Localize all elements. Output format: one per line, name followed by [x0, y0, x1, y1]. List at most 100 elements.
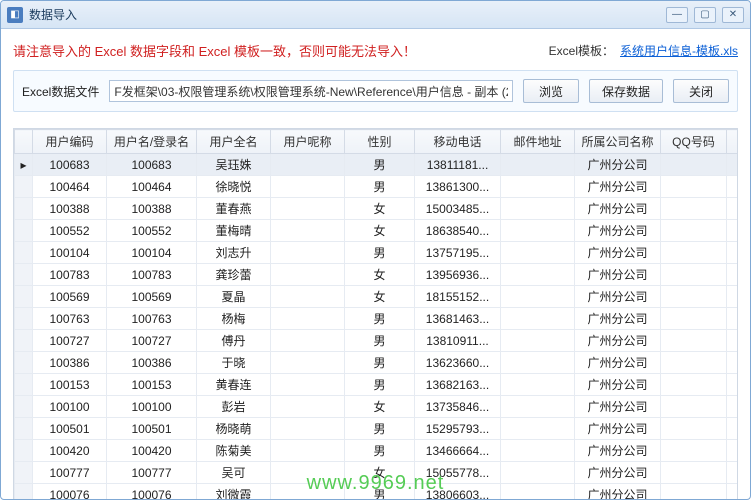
- table-row[interactable]: 100727100727傅丹男13810911...广州分公司: [15, 330, 738, 352]
- cell-code[interactable]: 100683: [33, 154, 107, 176]
- cell-name[interactable]: 夏晶: [197, 286, 271, 308]
- close-button[interactable]: 关闭: [673, 79, 729, 103]
- cell-qq[interactable]: [661, 154, 727, 176]
- cell-sex[interactable]: 男: [345, 330, 415, 352]
- cell-nick[interactable]: [271, 374, 345, 396]
- cell-mobile[interactable]: 15295793...: [415, 418, 501, 440]
- cell-company[interactable]: 广州分公司: [575, 396, 661, 418]
- col-header[interactable]: 用户名/登录名: [107, 130, 197, 154]
- table-row[interactable]: 100501100501杨晓萌男15295793...广州分公司: [15, 418, 738, 440]
- cell-qq[interactable]: [661, 330, 727, 352]
- cell-company[interactable]: 广州分公司: [575, 418, 661, 440]
- cell-login[interactable]: 100683: [107, 154, 197, 176]
- table-row[interactable]: 100783100783龚珍蕾女13956936...广州分公司: [15, 264, 738, 286]
- col-header[interactable]: 用户编码: [33, 130, 107, 154]
- cell-company[interactable]: 广州分公司: [575, 286, 661, 308]
- cell-email[interactable]: [501, 308, 575, 330]
- save-button[interactable]: 保存数据: [589, 79, 663, 103]
- col-header[interactable]: 用户呢称: [271, 130, 345, 154]
- cell-sex[interactable]: 男: [345, 418, 415, 440]
- cell-nick[interactable]: [271, 198, 345, 220]
- cell-mobile[interactable]: 13810911...: [415, 330, 501, 352]
- cell-sex[interactable]: 女: [345, 264, 415, 286]
- maximize-button[interactable]: ▢: [694, 7, 716, 23]
- grid-scroll[interactable]: 用户编码 用户名/登录名 用户全名 用户呢称 性别 移动电话 邮件地址 所属公司…: [14, 129, 737, 499]
- cell-login[interactable]: 100100: [107, 396, 197, 418]
- cell-qq[interactable]: [661, 220, 727, 242]
- cell-email[interactable]: [501, 242, 575, 264]
- cell-mobile[interactable]: 13956936...: [415, 264, 501, 286]
- table-row[interactable]: 100104100104刘志升男13757195...广州分公司: [15, 242, 738, 264]
- col-header[interactable]: 用户全名: [197, 130, 271, 154]
- cell-sex[interactable]: 男: [345, 176, 415, 198]
- cell-sex[interactable]: 男: [345, 352, 415, 374]
- col-header[interactable]: 所属公司名称: [575, 130, 661, 154]
- cell-company[interactable]: 广州分公司: [575, 330, 661, 352]
- cell-company[interactable]: 广州分公司: [575, 176, 661, 198]
- cell-email[interactable]: [501, 330, 575, 352]
- cell-name[interactable]: 龚珍蕾: [197, 264, 271, 286]
- cell-code[interactable]: 100104: [33, 242, 107, 264]
- cell-name[interactable]: 傅丹: [197, 330, 271, 352]
- cell-nick[interactable]: [271, 352, 345, 374]
- cell-email[interactable]: [501, 286, 575, 308]
- cell-mobile[interactable]: 13466664...: [415, 440, 501, 462]
- cell-company[interactable]: 广州分公司: [575, 264, 661, 286]
- cell-login[interactable]: 100386: [107, 352, 197, 374]
- cell-mobile[interactable]: 13811181...: [415, 154, 501, 176]
- cell-code[interactable]: 100420: [33, 440, 107, 462]
- cell-name[interactable]: 董梅晴: [197, 220, 271, 242]
- col-header[interactable]: 性别: [345, 130, 415, 154]
- cell-mobile[interactable]: 13806603...: [415, 484, 501, 500]
- cell-name[interactable]: 杨晓萌: [197, 418, 271, 440]
- cell-email[interactable]: [501, 418, 575, 440]
- cell-mobile[interactable]: 15055778...: [415, 462, 501, 484]
- table-row[interactable]: 100552100552董梅晴女18638540...广州分公司: [15, 220, 738, 242]
- cell-login[interactable]: 100727: [107, 330, 197, 352]
- cell-login[interactable]: 100763: [107, 308, 197, 330]
- cell-name[interactable]: 黄春连: [197, 374, 271, 396]
- cell-nick[interactable]: [271, 264, 345, 286]
- cell-qq[interactable]: [661, 286, 727, 308]
- cell-company[interactable]: 广州分公司: [575, 220, 661, 242]
- file-path-input[interactable]: [109, 80, 513, 102]
- table-row[interactable]: 100388100388董春燕女15003485...广州分公司: [15, 198, 738, 220]
- cell-code[interactable]: 100777: [33, 462, 107, 484]
- cell-email[interactable]: [501, 440, 575, 462]
- cell-login[interactable]: 100464: [107, 176, 197, 198]
- cell-name[interactable]: 吴可: [197, 462, 271, 484]
- cell-qq[interactable]: [661, 418, 727, 440]
- cell-login[interactable]: 100153: [107, 374, 197, 396]
- cell-code[interactable]: 100501: [33, 418, 107, 440]
- table-row[interactable]: 100464100464徐晓悦男13861300...广州分公司: [15, 176, 738, 198]
- cell-email[interactable]: [501, 352, 575, 374]
- table-row[interactable]: 100100100100彭岩女13735846...广州分公司: [15, 396, 738, 418]
- cell-mobile[interactable]: 13682163...: [415, 374, 501, 396]
- cell-name[interactable]: 徐晓悦: [197, 176, 271, 198]
- cell-company[interactable]: 广州分公司: [575, 242, 661, 264]
- table-row[interactable]: 100569100569夏晶女18155152...广州分公司: [15, 286, 738, 308]
- cell-login[interactable]: 100420: [107, 440, 197, 462]
- cell-email[interactable]: [501, 154, 575, 176]
- cell-name[interactable]: 于晓: [197, 352, 271, 374]
- cell-nick[interactable]: [271, 462, 345, 484]
- cell-qq[interactable]: [661, 484, 727, 500]
- cell-nick[interactable]: [271, 176, 345, 198]
- cell-sex[interactable]: 男: [345, 484, 415, 500]
- cell-qq[interactable]: [661, 374, 727, 396]
- close-window-button[interactable]: ✕: [722, 7, 744, 23]
- cell-mobile[interactable]: 18638540...: [415, 220, 501, 242]
- cell-nick[interactable]: [271, 242, 345, 264]
- cell-qq[interactable]: [661, 462, 727, 484]
- cell-company[interactable]: 广州分公司: [575, 374, 661, 396]
- cell-qq[interactable]: [661, 198, 727, 220]
- minimize-button[interactable]: —: [666, 7, 688, 23]
- cell-nick[interactable]: [271, 484, 345, 500]
- template-link[interactable]: 系统用户信息-模板.xls: [620, 42, 738, 59]
- cell-code[interactable]: 100727: [33, 330, 107, 352]
- cell-sex[interactable]: 女: [345, 198, 415, 220]
- cell-code[interactable]: 100763: [33, 308, 107, 330]
- cell-email[interactable]: [501, 264, 575, 286]
- cell-code[interactable]: 100464: [33, 176, 107, 198]
- cell-sex[interactable]: 女: [345, 396, 415, 418]
